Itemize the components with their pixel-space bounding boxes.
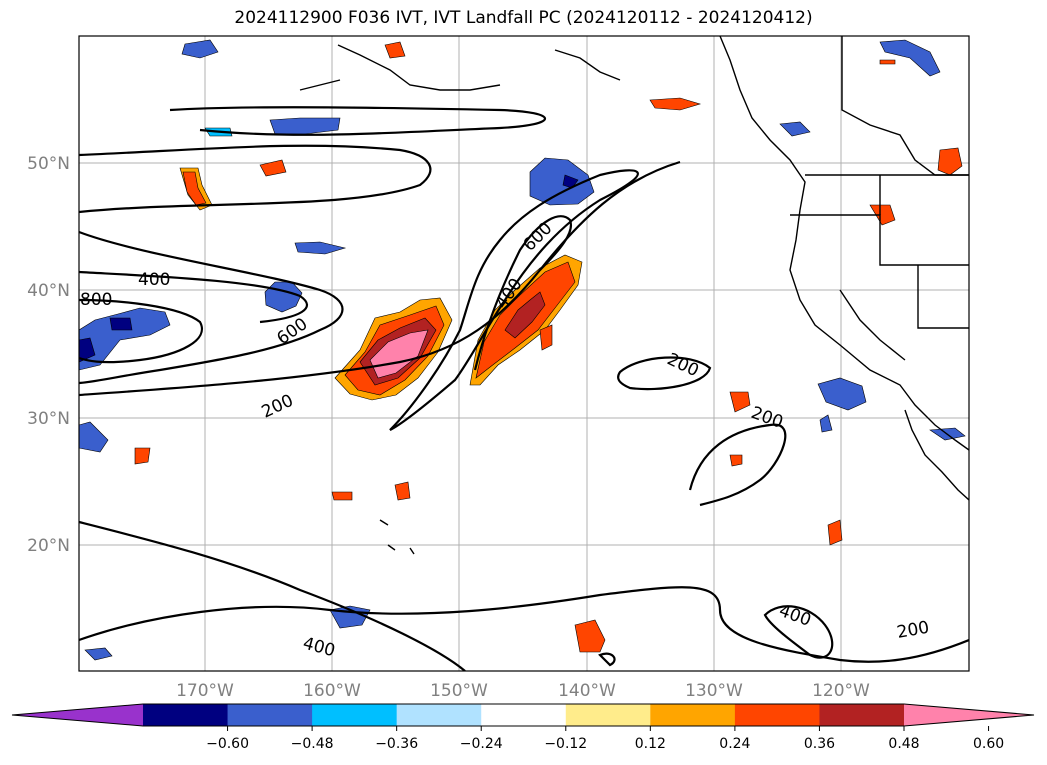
colorbar-tick-label: 0.36 (804, 736, 835, 752)
lat-label: 40°N (27, 281, 70, 301)
colorbar-tick-label: 0.60 (973, 736, 1004, 752)
colorbar-tick-label: 0.48 (888, 736, 919, 752)
colorbar: −0.60 −0.48 −0.36 −0.24 −0.12 0.12 0.24 0.36 0.4… (11, 703, 1035, 752)
lat-label: 30°N (27, 409, 70, 429)
colorbar-segment (819, 704, 905, 726)
contour-label: 800 (80, 290, 112, 310)
colorbar-segment (565, 704, 651, 726)
colorbar-segment (312, 704, 398, 726)
lon-label: 140°W (558, 681, 616, 701)
lat-labels: 50°N 40°N 30°N 20°N (27, 154, 70, 556)
lon-label: 170°W (176, 681, 234, 701)
lon-label: 160°W (303, 681, 361, 701)
gridlines (79, 36, 969, 671)
colorbar-tick-label: −0.24 (460, 736, 503, 752)
colorbar-segment (143, 704, 229, 726)
lon-labels: 170°W 160°W 150°W 140°W 130°W 120°W (176, 681, 870, 701)
colorbar-tick-label: −0.36 (375, 736, 418, 752)
colorbar-extend-low (12, 704, 143, 726)
lon-label: 120°W (812, 681, 870, 701)
plot-area (79, 36, 969, 671)
colorbar-tick-label: −0.48 (291, 736, 334, 752)
lon-label: 150°W (430, 681, 488, 701)
contour-label: 400 (138, 270, 170, 290)
colorbar-outline (11, 703, 1035, 727)
colorbar-segment (734, 704, 820, 726)
colorbar-tick-label: −0.12 (544, 736, 587, 752)
map-title: 2024112900 F036 IVT, IVT Landfall PC (20… (234, 8, 813, 28)
lat-label: 20°N (27, 536, 70, 556)
pc-shading (79, 39, 966, 661)
colorbar-tick-label: 0.12 (635, 736, 666, 752)
colorbar-segment (650, 704, 736, 726)
colorbar-segment (481, 704, 567, 726)
ivt-contours (79, 106, 969, 671)
colorbar-tick-label: −0.60 (206, 736, 249, 752)
lat-label: 50°N (27, 154, 70, 174)
coastline (299, 36, 969, 555)
colorbar-extend-high (904, 704, 1034, 726)
colorbar-segment (396, 704, 482, 726)
colorbar-tick-label: 0.24 (719, 736, 750, 752)
plot-frame (78, 35, 970, 672)
colorbar-segment (227, 704, 313, 726)
lon-label: 130°W (685, 681, 743, 701)
